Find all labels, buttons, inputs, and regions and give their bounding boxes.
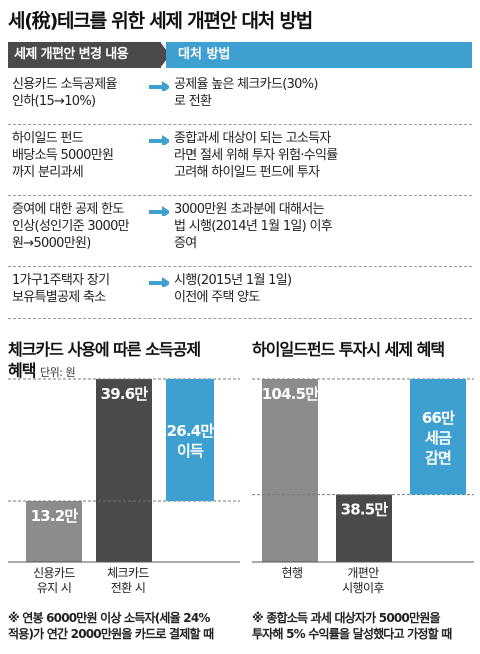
chart1-xlabel-1: 체크카드 전환 시 (107, 566, 149, 595)
chart1-title: 체크카드 사용에 따른 소득공제 혜택 단위: 원 (8, 340, 201, 380)
table-row-2-change-line: 증여에 대한 공제 한도 (12, 202, 124, 217)
table-row-1-response-line: 종합과세 대상이 되는 고소득자 (174, 131, 331, 146)
table-row-0-response: 공제율 높은 체크카드(30%) 로 전환 (174, 76, 318, 110)
chart2-xlabel-1: 개편안 시행이후 (342, 566, 384, 595)
bar-value-label-1: 39.6만 (101, 385, 149, 403)
bar-value-label-0: 13.2만 (31, 507, 79, 525)
table-row-3-response-line: 시행(2015년 1월 1일) (174, 273, 292, 288)
difference-label: 감면 (425, 449, 451, 467)
chart1-xlabel-0: 신용카드 유지 시 (33, 566, 75, 595)
table-row-3-change-line: 보유특별공제 축소 (12, 290, 106, 305)
table-row-divider (8, 195, 472, 196)
table-row-3-response: 시행(2015년 1월 1일) 이전에 주택 양도 (174, 272, 292, 306)
table-row-1-response-line: 고려해 하이일드 펀드에 투자 (174, 165, 320, 180)
difference-label: 66만 (422, 409, 455, 427)
difference-bar (166, 379, 214, 501)
bar-value-label-0: 104.5만 (262, 385, 319, 403)
chart1-unit: 단위: 원 (40, 366, 76, 379)
header-arrow-shape (160, 42, 170, 68)
table-row-0-change-line: 인하(15→10%) (12, 94, 96, 109)
table-row-0-response-line: 공제율 높은 체크카드(30%) (174, 77, 318, 92)
chart2-title: 하이일드펀드 투자시 세제 혜택 (252, 340, 445, 359)
table-row-divider (8, 318, 472, 319)
table-row-2-response-line: 증여 (174, 236, 197, 251)
bar-0 (262, 379, 318, 562)
table-row-2-response-line: 법 시행(2014년 1월 1일) 이후 (174, 219, 333, 234)
arrow-right-icon (149, 206, 169, 216)
table-row-0-change-line: 신용카드 소득공제율 (12, 77, 117, 92)
table-row-1-change-line: 하이일드 펀드 (12, 131, 84, 146)
arrow-right-icon (149, 135, 169, 145)
table-row-2-change-line: 인상(성인기준 3000만 (12, 219, 130, 234)
table-row-1-change-line: 배당소득 5000만원 (12, 148, 114, 163)
bar-1 (96, 379, 152, 562)
bar-0 (26, 501, 82, 562)
table-row-1-change-line: 까지 분리과세 (12, 165, 84, 180)
difference-bar (410, 379, 466, 495)
bar-1 (336, 494, 392, 562)
chart2-note: ※ 종합소득 과세 대상자가 5000만원을 투자해 5% 수익률을 달성했다고… (252, 611, 452, 641)
chart2-xlabel-0: 현행 (281, 566, 303, 580)
arrow-right-icon (149, 81, 169, 91)
table-header-response: 대처 방법 (166, 42, 472, 68)
table-row-divider (8, 124, 472, 125)
table-row-3-change-line: 1가구1주택자 장기 (12, 273, 110, 288)
difference-label: 26.4만 (167, 422, 215, 440)
page-title: 세(稅)테크를 위한 세제 개편안 대처 방법 (8, 10, 313, 32)
table-row-divider (8, 266, 472, 267)
table-row-2-response-line: 3000만원 초과분에 대해서는 (174, 202, 324, 217)
table-row-1-response-line: 라면 절세 위해 투자 위험·수익률 (174, 148, 338, 163)
table-row-0-response-line: 로 전환 (174, 94, 212, 109)
table-row-2-change-line: 원→5000만원) (12, 236, 91, 251)
difference-label: 세금 (425, 429, 452, 447)
table-row-3-response-line: 이전에 주택 양도 (174, 290, 260, 305)
chart1-note: ※ 연봉 6000만원 이상 소득자(세율 24% 적용)가 연간 2000만원… (8, 611, 214, 641)
arrow-right-icon (149, 277, 169, 287)
bar-value-label-1: 38.5만 (341, 501, 389, 519)
difference-label: 이득 (177, 442, 204, 460)
table-header-changes: 세제 개편안 변경 내용 (8, 42, 161, 68)
